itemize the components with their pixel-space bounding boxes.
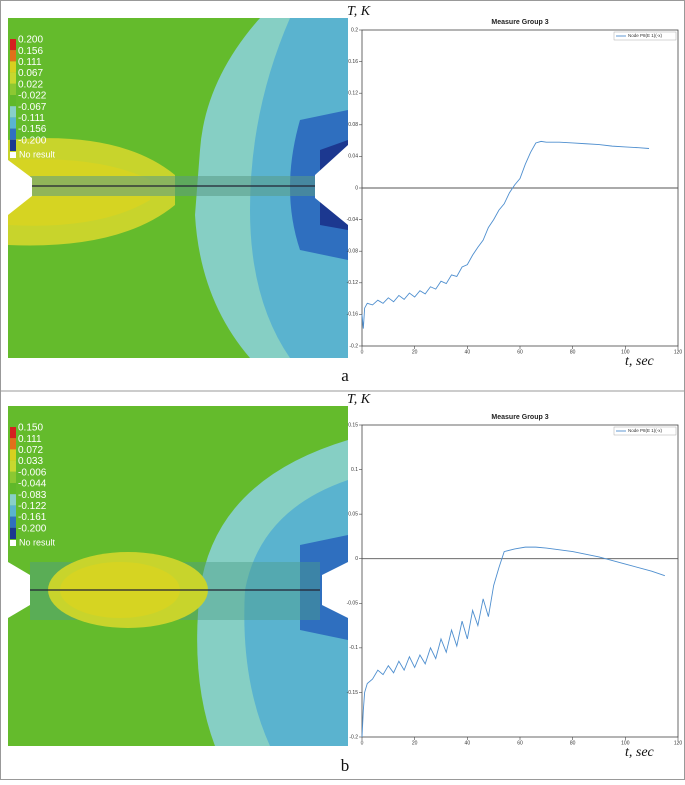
- x-tick-label: 80: [570, 740, 576, 746]
- legend-value: -0.022: [18, 91, 47, 102]
- panel-label: b: [341, 756, 350, 775]
- y-tick-label: -0.12: [347, 280, 359, 286]
- legend-swatch: [10, 39, 16, 51]
- legend-swatch: [10, 527, 16, 539]
- x-tick-label: 20: [412, 349, 418, 355]
- y-tick-label: 0.08: [348, 122, 358, 128]
- legend-no-result: No result: [19, 149, 56, 159]
- y-tick-label: -0.04: [347, 217, 359, 223]
- y-tick-label: 0.04: [348, 154, 358, 160]
- contour-image: [8, 406, 348, 746]
- y-tick-label: 0.1: [351, 467, 358, 473]
- legend-value: -0.122: [18, 501, 47, 512]
- legend-value: 0.072: [18, 445, 43, 456]
- legend-box: [613, 31, 677, 41]
- legend-swatch: [10, 460, 16, 472]
- y-tick-label: 0.12: [348, 91, 358, 97]
- y-tick-label: -0.2: [349, 734, 358, 740]
- legend-swatch: [10, 139, 16, 151]
- x-tick-label: 20: [412, 740, 418, 746]
- chart-title: Measure Group 3: [491, 19, 548, 26]
- y-tick-label: -0.15: [347, 690, 359, 696]
- x-tick-label: 0: [361, 740, 364, 746]
- legend-swatch: [10, 494, 16, 506]
- legend-label: Node P8(E 1)(-x): [628, 428, 663, 433]
- legend-value: -0.067: [18, 102, 47, 113]
- y-tick-label: -0.2: [349, 343, 358, 349]
- legend-swatch: [10, 152, 16, 158]
- chart-title: Measure Group 3: [491, 414, 548, 421]
- x-tick-label: 120: [674, 740, 683, 746]
- legend-swatch: [10, 83, 16, 95]
- legend-label: Node P8(E 1)(-x): [628, 33, 663, 38]
- y-tick-label: -0.16: [347, 312, 359, 318]
- legend-box: [613, 426, 677, 436]
- y-tick-label: 0.15: [348, 422, 358, 428]
- legend-value: 0.111: [18, 57, 42, 68]
- x-tick-label: 40: [465, 740, 471, 746]
- x-tick-label: 0: [361, 349, 364, 355]
- x-tick-label: 100: [621, 349, 630, 355]
- x-tick-label: 60: [517, 349, 523, 355]
- legend-swatch: [10, 471, 16, 483]
- legend-swatch: [10, 72, 16, 84]
- legend-swatch: [10, 540, 16, 546]
- x-axis-label: t, sec: [625, 354, 655, 369]
- x-tick-label: 60: [517, 740, 523, 746]
- contour-image: [8, 18, 348, 358]
- legend-value: -0.044: [18, 479, 47, 490]
- legend-value: -0.083: [18, 490, 47, 501]
- data-line: [361, 140, 650, 329]
- y-tick-label: 0: [355, 556, 358, 562]
- legend-value: 0.111: [18, 434, 42, 445]
- panel-label: a: [341, 366, 349, 385]
- legend-value: 0.156: [18, 46, 43, 57]
- x-tick-label: 120: [674, 349, 683, 355]
- legend-value: -0.161: [18, 512, 47, 523]
- legend-swatch: [10, 483, 16, 495]
- legend-value: -0.156: [18, 124, 47, 135]
- legend-value: -0.200: [18, 523, 47, 534]
- legend-value: 0.022: [18, 79, 43, 90]
- legend-value: -0.006: [18, 467, 47, 478]
- legend-value: 0.150: [18, 423, 43, 434]
- y-tick-label: 0.16: [348, 59, 358, 65]
- legend-swatch: [10, 117, 16, 129]
- x-tick-label: 100: [621, 740, 630, 746]
- y-tick-label: 0.2: [351, 27, 358, 33]
- legend-value: 0.067: [18, 68, 43, 79]
- x-axis-label: t, sec: [625, 745, 655, 760]
- legend-swatch: [10, 505, 16, 517]
- legend-swatch: [10, 50, 16, 62]
- y-tick-label: 0: [355, 185, 358, 191]
- legend-swatch: [10, 516, 16, 528]
- legend-swatch: [10, 427, 16, 439]
- x-tick-label: 80: [570, 349, 576, 355]
- legend-swatch: [10, 61, 16, 73]
- y-axis-label: T, K: [347, 392, 371, 407]
- y-tick-label: -0.05: [347, 601, 359, 607]
- x-tick-label: 40: [465, 349, 471, 355]
- plot-area: [361, 424, 679, 738]
- legend-no-result: No result: [19, 537, 56, 547]
- y-axis-label: T, K: [347, 4, 371, 19]
- legend-value: -0.200: [18, 135, 47, 146]
- y-tick-label: 0.05: [348, 511, 358, 517]
- legend-swatch: [10, 128, 16, 140]
- legend-swatch: [10, 449, 16, 461]
- data-line: [361, 546, 665, 738]
- legend-swatch: [10, 95, 16, 107]
- legend-value: 0.200: [18, 35, 43, 46]
- legend-value: 0.033: [18, 456, 43, 467]
- legend-swatch: [10, 106, 16, 118]
- legend-swatch: [10, 438, 16, 450]
- y-tick-label: -0.1: [349, 645, 358, 651]
- y-tick-label: -0.08: [347, 249, 359, 255]
- legend-value: -0.111: [18, 113, 45, 124]
